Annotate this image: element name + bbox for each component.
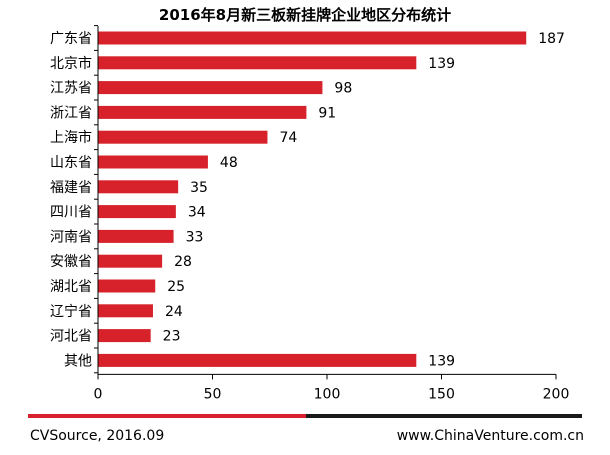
bar [98, 329, 151, 343]
data-label: 139 [428, 56, 455, 72]
data-label: 28 [174, 254, 192, 270]
data-label: 34 [188, 205, 206, 221]
bar [98, 81, 323, 95]
bar [98, 279, 156, 293]
footer-source: CVSource, 2016.09 [30, 428, 165, 444]
chart-title: 2016年8月新三板新挂牌企业地区分布统计 [158, 6, 452, 24]
category-label: 江苏省 [50, 81, 92, 97]
x-tick-label: 150 [428, 386, 455, 402]
data-label: 33 [186, 229, 204, 245]
category-label: 湖北省 [50, 279, 92, 295]
data-label: 35 [190, 180, 208, 196]
labels-layer: 广东省 187 北京市 139 江苏省 98 浙江省 91 上海市 74 山东省 48 福建省 35 四川省… [50, 31, 569, 402]
bar [98, 180, 179, 194]
bar-chart: 广东省 187 北京市 139 江苏省 98 浙江省 91 上海市 74 山东省 48 福建省 35 四川省… [50, 25, 569, 402]
category-label: 河北省 [50, 329, 92, 345]
category-label: 福建省 [50, 180, 92, 196]
category-label: 广东省 [50, 31, 92, 47]
category-label: 山东省 [50, 155, 92, 171]
bar [98, 353, 417, 367]
footer-website: www.ChinaVenture.com.cn [396, 428, 584, 444]
axis-layer [94, 25, 557, 380]
category-label: 上海市 [50, 129, 92, 146]
category-label: 辽宁省 [50, 303, 92, 320]
data-label: 187 [538, 31, 565, 47]
bar [98, 130, 268, 144]
x-tick-label: 200 [543, 386, 570, 402]
data-label: 98 [334, 81, 352, 97]
x-tick-label: 100 [314, 386, 341, 402]
bar [98, 31, 527, 45]
category-label: 浙江省 [50, 105, 92, 121]
bar [98, 205, 176, 219]
bar [98, 304, 153, 318]
x-tick-label: 0 [94, 386, 103, 402]
bar [98, 56, 417, 70]
category-label: 北京市 [50, 55, 92, 72]
bar [98, 155, 208, 169]
data-label: 24 [165, 304, 183, 320]
bar [98, 105, 307, 119]
bars-layer [98, 31, 527, 367]
x-tick-label: 50 [204, 386, 222, 402]
bar [98, 254, 163, 268]
data-label: 25 [167, 279, 185, 295]
data-label: 74 [279, 130, 297, 146]
data-label: 23 [163, 329, 181, 345]
data-label: 139 [428, 353, 455, 369]
category-label: 安徽省 [50, 254, 92, 270]
data-label: 91 [318, 105, 336, 121]
category-label: 四川省 [50, 205, 92, 221]
footer-line-black [306, 414, 582, 418]
footer-line-red [28, 414, 306, 418]
category-label: 河南省 [50, 229, 92, 245]
bar [98, 229, 174, 243]
data-label: 48 [220, 155, 238, 171]
category-label: 其他 [64, 353, 92, 369]
